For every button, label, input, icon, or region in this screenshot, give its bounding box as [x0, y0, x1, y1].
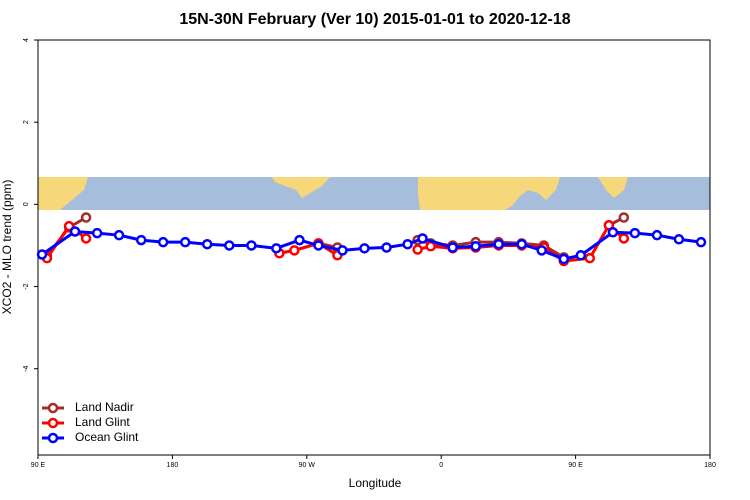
point — [201, 238, 213, 250]
point — [179, 236, 191, 248]
x-tick-label: 180 — [167, 462, 179, 469]
point — [425, 241, 436, 252]
point — [417, 233, 428, 244]
legend-label: Land Nadir — [75, 400, 134, 414]
point — [402, 238, 413, 250]
point — [113, 229, 125, 241]
point — [381, 242, 392, 253]
point — [584, 252, 596, 264]
legend-marker — [47, 417, 59, 429]
point — [246, 240, 257, 251]
point — [294, 234, 305, 246]
point — [69, 226, 81, 237]
point — [91, 227, 103, 239]
chart-title: 15N-30N February (Ver 10) 2015-01-01 to … — [179, 11, 570, 28]
legend-label: Land Glint — [75, 415, 130, 429]
point — [695, 236, 707, 248]
point — [470, 241, 481, 252]
point — [337, 245, 348, 256]
point — [673, 234, 685, 245]
point — [618, 233, 630, 244]
legend-marker — [47, 402, 59, 414]
point — [493, 238, 504, 250]
y-tick-label: 4 — [23, 38, 30, 42]
point — [313, 240, 324, 251]
point — [271, 243, 282, 254]
point — [558, 253, 570, 265]
y-tick-label: -4 — [23, 365, 30, 371]
point — [80, 233, 92, 244]
y-tick-label: 0 — [23, 202, 30, 206]
x-tick-label: 90 W — [299, 462, 316, 469]
y-axis-label: XCO2 - MLO trend (ppm) — [0, 180, 14, 315]
y-tick-label: 2 — [23, 120, 30, 124]
point — [516, 238, 527, 250]
point — [36, 249, 48, 260]
point — [536, 245, 547, 256]
map-background — [38, 177, 710, 210]
x-tick-label: 90 E — [31, 462, 46, 469]
legend-label: Ocean Glint — [75, 430, 139, 444]
legend-marker — [47, 432, 59, 444]
x-axis-label: Longitude — [349, 476, 402, 490]
point — [629, 227, 641, 239]
point — [607, 227, 619, 238]
point — [651, 229, 663, 241]
point — [135, 234, 147, 246]
x-tick-label: 180 — [704, 462, 716, 469]
point — [575, 250, 587, 261]
point — [447, 242, 458, 253]
point — [157, 236, 169, 248]
y-tick-label: -2 — [23, 283, 30, 289]
point — [412, 244, 423, 255]
point — [80, 212, 92, 223]
point — [359, 243, 370, 254]
point — [618, 212, 630, 223]
plot-frame — [37, 39, 711, 456]
point — [289, 245, 300, 256]
x-tick-label: 90 E — [568, 462, 583, 469]
point — [224, 240, 235, 251]
x-tick-label: 0 — [439, 462, 443, 469]
